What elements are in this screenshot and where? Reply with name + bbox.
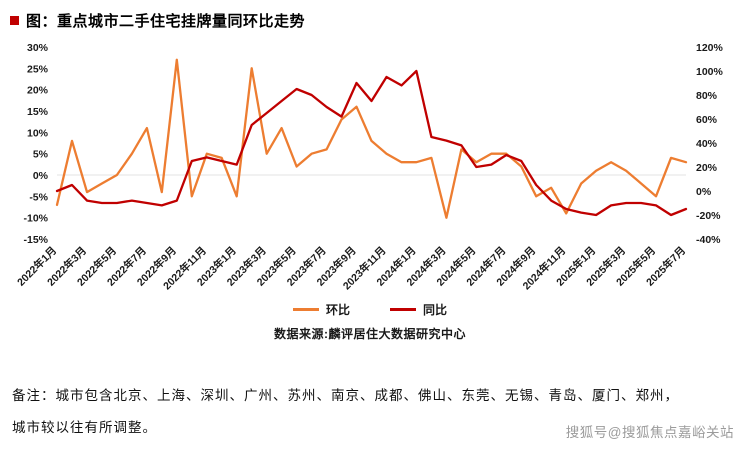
svg-text:0%: 0% [33,170,49,182]
series-line-环比 [55,58,688,219]
dual-axis-line-chart: 30% 25% 20% 15% 10% 5% 0% -5% -10% -15% 120% 100% 80… [14,42,724,292]
series-line-同比 [55,69,688,217]
chart-legend: 环比 同比 [0,301,740,318]
legend-item-环比: 环比 [292,301,350,318]
chart-title: 图：重点城市二手住宅挂牌量同环比走势 [0,0,740,31]
data-source-text: 数据来源:麟评居住大数据研究中心 [274,327,466,341]
legend-label: 同比 [423,303,448,317]
svg-text:100%: 100% [696,66,724,78]
svg-text:60%: 60% [696,114,718,126]
left-axis-ticks: 30% 25% 20% 15% 10% 5% 0% -5% -10% -15% [23,42,48,246]
x-axis-ticks: 2022年1月2022年3月2022年5月2022年7月2022年9月2022年… [14,244,688,292]
svg-text:10%: 10% [27,127,49,139]
svg-text:5%: 5% [33,149,49,161]
footnote: 备注：城市包含北京、上海、深圳、广州、苏州、南京、成都、佛山、东莞、无锡、青岛、… [0,380,740,444]
chart-title-text: 图：重点城市二手住宅挂牌量同环比走势 [26,13,306,30]
footnote-line2: 城市较以往有所调整。 [12,420,157,435]
svg-text:20%: 20% [696,162,718,174]
footnote-line1: 备注：城市包含北京、上海、深圳、广州、苏州、南京、成都、佛山、东莞、无锡、青岛、… [12,388,679,403]
svg-text:80%: 80% [696,90,718,102]
watermark-text: 搜狐号@搜狐焦点嘉峪关站 [565,425,734,440]
svg-text:30%: 30% [27,42,49,54]
chart-area: 30% 25% 20% 15% 10% 5% 0% -5% -10% -15% 120% 100% 80… [0,33,740,301]
svg-text:-10%: -10% [23,213,48,225]
svg-text:40%: 40% [696,138,718,150]
red-square-bullet-icon [10,16,19,25]
svg-text:15%: 15% [27,106,49,118]
svg-text:-5%: -5% [29,191,48,203]
svg-text:-15%: -15% [23,234,48,246]
svg-text:20%: 20% [27,85,49,97]
svg-text:-20%: -20% [696,210,721,222]
right-axis-ticks: 120% 100% 80% 60% 40% 20% 0% -20% -40% [696,42,724,246]
svg-text:-40%: -40% [696,234,721,246]
svg-text:25%: 25% [27,63,49,75]
legend-label: 环比 [325,303,350,317]
legend-item-同比: 同比 [390,301,447,318]
svg-text:120%: 120% [696,42,724,54]
legend-line-swatch [390,308,416,311]
svg-text:0%: 0% [696,186,712,198]
legend-line-swatch [292,308,319,311]
